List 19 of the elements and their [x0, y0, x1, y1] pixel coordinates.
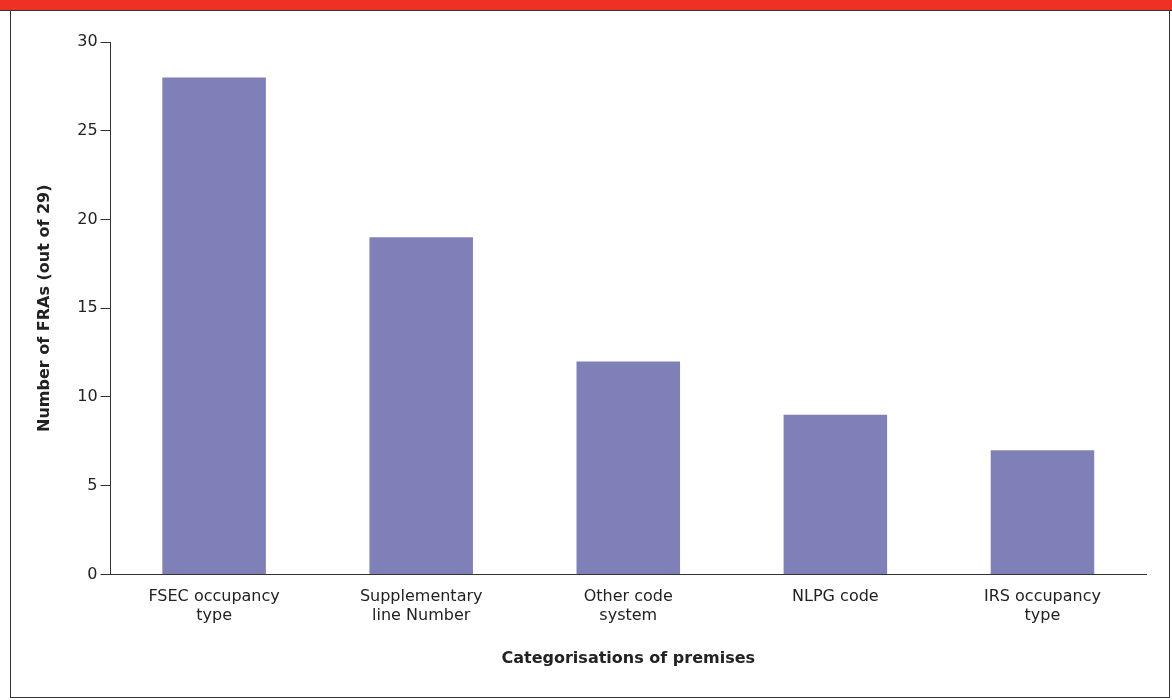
- y-tick-label: 25: [77, 119, 98, 139]
- y-tick-label: 15: [77, 297, 98, 317]
- x-axis-title: Categorisations of premises: [501, 647, 756, 667]
- y-tick-label: 30: [77, 31, 98, 51]
- x-tick-label: Other code system: [583, 586, 673, 625]
- bar: [990, 450, 1095, 574]
- bar: [369, 237, 473, 574]
- x-tick-label: NLPG code: [792, 586, 879, 606]
- y-tick-label: 0: [87, 563, 98, 583]
- bar: [783, 414, 888, 574]
- bar: [162, 77, 266, 574]
- x-tick-label: IRS occupancy type: [983, 586, 1101, 625]
- y-axis-title: Number of FRAs (out of 29): [33, 184, 53, 432]
- y-tick-label: 10: [77, 386, 98, 406]
- x-tick-label: Supplementary line Number: [359, 586, 483, 625]
- x-tick-label: FSEC occupancy type: [148, 586, 280, 625]
- y-tick-label: 20: [77, 208, 98, 228]
- y-tick-label: 5: [87, 474, 98, 494]
- bar: [576, 361, 681, 574]
